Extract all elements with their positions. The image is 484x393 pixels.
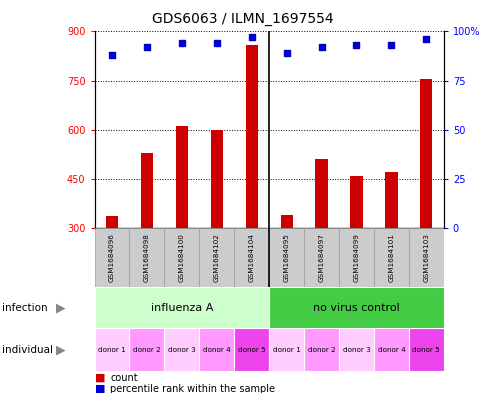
Point	[108, 52, 116, 58]
Text: donor 1: donor 1	[98, 347, 126, 353]
Bar	[408, 328, 443, 371]
Bar	[419, 79, 432, 228]
Point	[352, 42, 360, 48]
Text: donor 2: donor 2	[133, 347, 161, 353]
Bar	[303, 228, 338, 287]
Bar	[303, 328, 338, 371]
Point	[387, 42, 394, 48]
Text: donor 3: donor 3	[167, 347, 196, 353]
Text: infection: infection	[2, 303, 48, 312]
Point	[178, 40, 185, 46]
Text: influenza A: influenza A	[151, 303, 212, 312]
Text: GSM1684095: GSM1684095	[283, 233, 289, 282]
Bar	[164, 328, 199, 371]
Bar	[234, 228, 269, 287]
Text: donor 3: donor 3	[342, 347, 370, 353]
Text: GSM1684098: GSM1684098	[144, 233, 150, 282]
Bar	[94, 228, 129, 287]
Point	[247, 34, 255, 40]
Bar	[269, 287, 443, 328]
Text: GDS6063 / ILMN_1697554: GDS6063 / ILMN_1697554	[151, 12, 333, 26]
Bar	[199, 228, 234, 287]
Bar	[199, 328, 234, 371]
Text: donor 1: donor 1	[272, 347, 300, 353]
Bar	[349, 176, 362, 228]
Bar	[280, 215, 292, 228]
Text: ■: ■	[94, 384, 105, 393]
Bar	[338, 228, 373, 287]
Point	[422, 36, 429, 42]
Text: donor 5: donor 5	[411, 347, 439, 353]
Text: GSM1684097: GSM1684097	[318, 233, 324, 282]
Bar	[269, 228, 303, 287]
Text: ▶: ▶	[56, 301, 65, 314]
Text: donor 5: donor 5	[237, 347, 265, 353]
Text: individual: individual	[2, 345, 53, 355]
Text: GSM1684100: GSM1684100	[179, 233, 184, 282]
Point	[282, 50, 290, 56]
Bar	[94, 328, 129, 371]
Bar	[164, 228, 199, 287]
Bar	[94, 287, 269, 328]
Text: percentile rank within the sample: percentile rank within the sample	[110, 384, 274, 393]
Text: GSM1684099: GSM1684099	[353, 233, 359, 282]
Bar	[129, 228, 164, 287]
Bar	[234, 328, 269, 371]
Point	[212, 40, 220, 46]
Text: donor 4: donor 4	[202, 347, 230, 353]
Bar	[175, 127, 188, 228]
Bar	[106, 217, 118, 228]
Text: no virus control: no virus control	[313, 303, 399, 312]
Text: GSM1684104: GSM1684104	[248, 233, 254, 282]
Point	[143, 44, 151, 50]
Text: GSM1684103: GSM1684103	[423, 233, 428, 282]
Bar	[315, 159, 327, 228]
Point	[317, 44, 325, 50]
Text: ▶: ▶	[56, 343, 65, 356]
Bar	[373, 328, 408, 371]
Bar	[384, 172, 397, 228]
Bar	[373, 228, 408, 287]
Bar	[210, 130, 223, 228]
Text: count: count	[110, 373, 137, 383]
Text: ■: ■	[94, 373, 105, 383]
Text: donor 2: donor 2	[307, 347, 335, 353]
Text: donor 4: donor 4	[377, 347, 405, 353]
Text: GSM1684101: GSM1684101	[388, 233, 393, 282]
Bar	[129, 328, 164, 371]
Bar	[269, 328, 303, 371]
Bar	[338, 328, 373, 371]
Text: GSM1684102: GSM1684102	[213, 233, 219, 282]
Bar	[140, 152, 153, 228]
Text: GSM1684096: GSM1684096	[109, 233, 115, 282]
Bar	[408, 228, 443, 287]
Bar	[245, 44, 257, 228]
